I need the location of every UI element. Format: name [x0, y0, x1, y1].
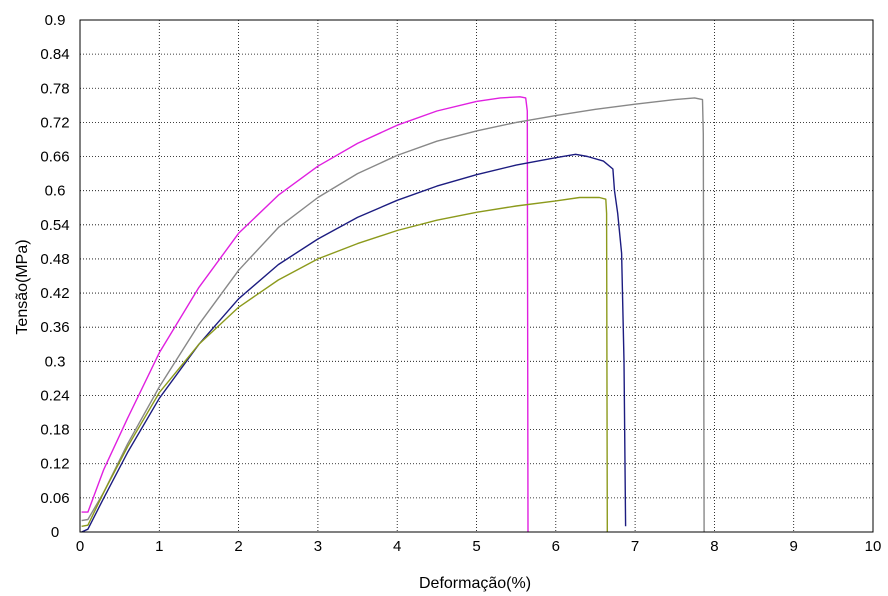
y-tick-label: 0.24: [40, 387, 69, 404]
x-tick-label: 7: [631, 538, 639, 555]
x-tick-label: 1: [155, 538, 163, 555]
y-tick-label: 0.06: [40, 490, 69, 507]
y-tick-label: 0.84: [40, 46, 69, 63]
grid-lines: [80, 20, 873, 532]
y-tick-label: 0.18: [40, 422, 69, 439]
x-tick-label: 3: [314, 538, 322, 555]
x-tick-label: 6: [552, 538, 560, 555]
x-tick-label: 8: [710, 538, 718, 555]
series-line-2: [81, 97, 705, 533]
y-tick-label: 0.48: [40, 251, 69, 268]
series-lines: [81, 96, 705, 533]
y-tick-label: 0.36: [40, 319, 69, 336]
x-tick-label: 5: [472, 538, 480, 555]
y-tick-label: 0.42: [40, 285, 69, 302]
y-tick-label: 0.9: [45, 12, 66, 29]
y-tick-label: 0.54: [40, 217, 69, 234]
plot-frame: [79, 19, 874, 533]
x-tick-label: 9: [790, 538, 798, 555]
x-axis-ticks: 0 1 2 3 4 5 6 7 8 9 10: [76, 538, 882, 555]
series-line-3: [81, 153, 627, 533]
x-axis-label: Deformação(%): [419, 575, 531, 592]
series-line-1: [81, 96, 529, 533]
series-line-4: [81, 196, 608, 533]
y-tick-label: 0.72: [40, 114, 69, 131]
x-tick-label: 10: [865, 538, 882, 555]
y-tick-label: 0: [51, 524, 59, 541]
y-tick-label: 0.6: [45, 183, 66, 200]
x-tick-label: 4: [393, 538, 401, 555]
y-tick-label: 0.78: [40, 80, 69, 97]
y-axis-label: Tensão(MPa): [14, 239, 31, 334]
x-tick-label: 2: [234, 538, 242, 555]
x-tick-label: 0: [76, 538, 84, 555]
y-tick-label: 0.66: [40, 149, 69, 166]
y-axis-ticks: 0 0.06 0.12 0.18 0.24 0.3 0.36 0.42 0.48 0.54 0.6 0…: [40, 12, 69, 541]
y-tick-label: 0.12: [40, 456, 69, 473]
y-tick-label: 0.3: [45, 353, 66, 370]
